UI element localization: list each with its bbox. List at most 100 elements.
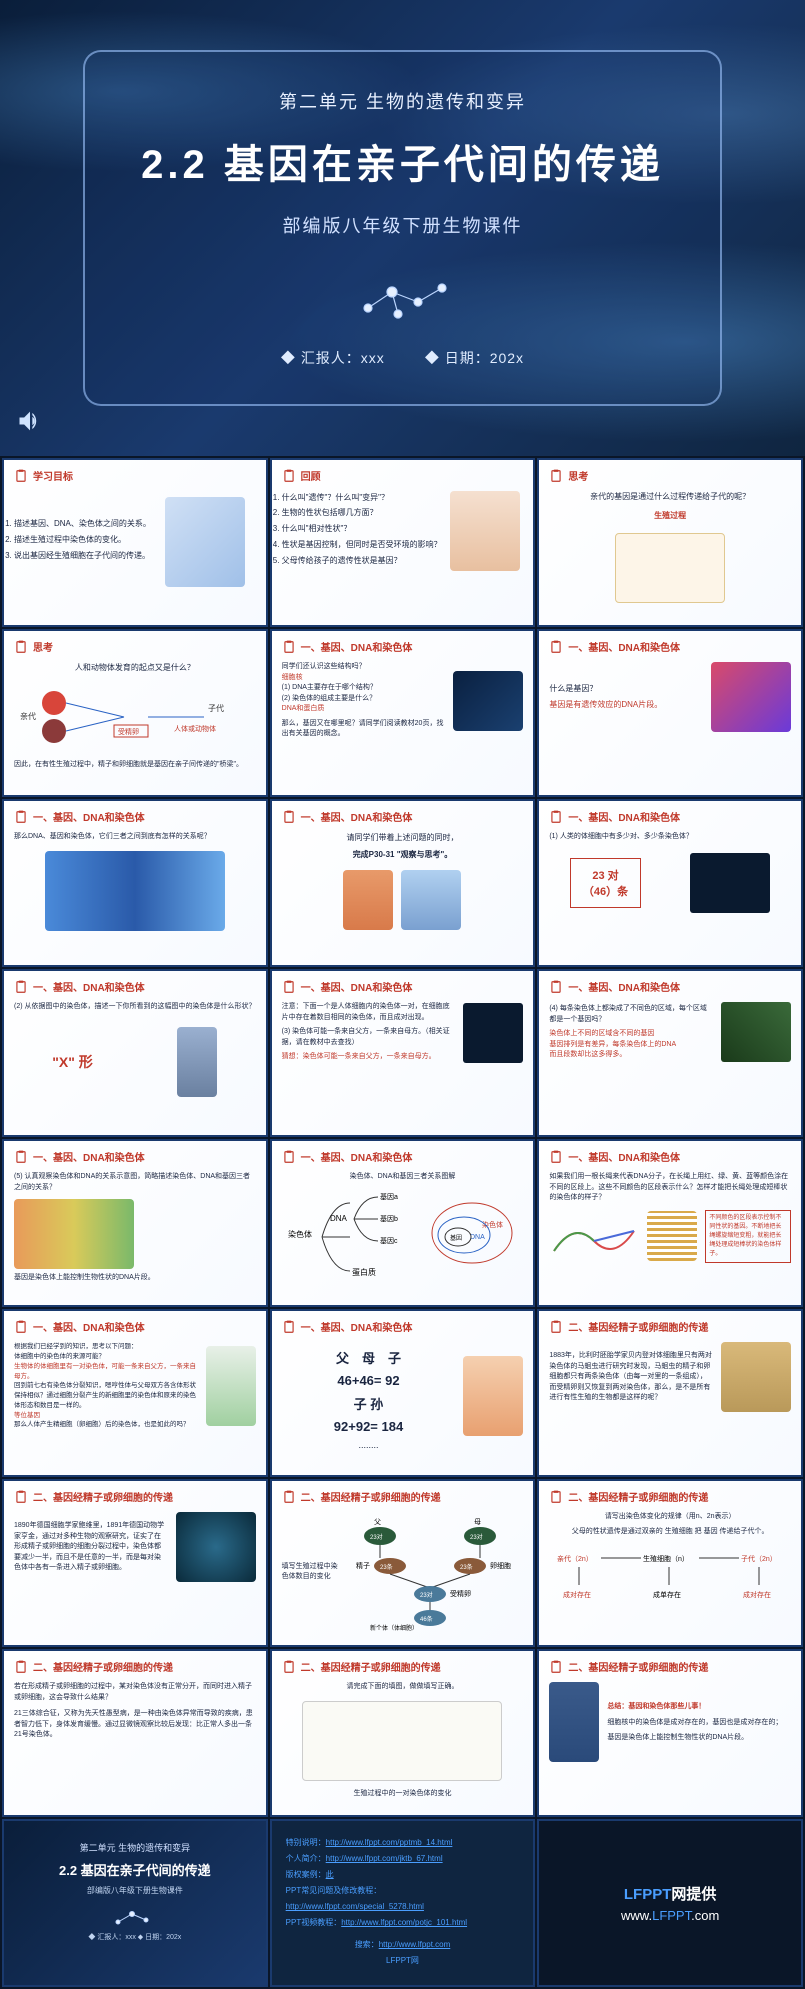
clipboard-icon bbox=[14, 1320, 28, 1334]
clipboard-icon bbox=[549, 980, 563, 994]
guess: 猜想：染色体可能一条来自父方，一条来自母方。 bbox=[282, 1052, 456, 1063]
chromosome-flow-diagram: 父23对 母23对 精子23条 23条卵细胞 23对受精卵 46条 新个体（体细… bbox=[350, 1512, 520, 1632]
question: (2) 从依据图中的染色体，描述一下你所看到的这幅图中的染色体是什么形状？ bbox=[14, 1002, 256, 1013]
task: 填写生殖过程中染色体数目的变化 bbox=[282, 1562, 342, 1583]
answer: 基因是染色体上能控制生物性状的DNA片段。 bbox=[14, 1273, 256, 1284]
link[interactable]: http://www.lfppt.com/pptmb_14.html bbox=[326, 1838, 453, 1847]
svg-text:成单存在: 成单存在 bbox=[653, 1590, 681, 1599]
slide-title: 一、基因、DNA和染色体 bbox=[568, 639, 680, 654]
clipboard-icon bbox=[282, 1660, 296, 1674]
clipboard-icon bbox=[282, 810, 296, 824]
review-list: 什么叫"遗传"？什么叫"变异"？ 生物的性状包括哪几方面？ 什么叫"相对性状"？… bbox=[282, 492, 442, 571]
slide-13: 一、基因、DNA和染色体 (5) 认真观察染色体和DNA的关系示意图，简略描述染… bbox=[2, 1139, 268, 1307]
svg-text:基因c: 基因c bbox=[380, 1236, 398, 1245]
slide-4: 思考 人和动物体发育的起点又是什么？ 亲代 受精卵 子代 人体或动物体 因此，在… bbox=[2, 629, 268, 797]
question: (4) 每条染色体上都染成了不同色的区域，每个区域都是一个基因吗？ bbox=[549, 1004, 713, 1025]
brand: LFPPT bbox=[624, 1886, 672, 1903]
x-chromosome-image bbox=[177, 1027, 217, 1097]
text1: 若在形成精子或卵细胞的过程中，某对染色体没有正常分开，而同时进入精子或卵细胞，这… bbox=[14, 1682, 256, 1703]
link[interactable]: http://www.lfppt.com/special_5278.html bbox=[286, 1902, 424, 1911]
scientist-illustration bbox=[206, 1346, 256, 1426]
i1: 基因是染色体上能控制生物性状的DNA片段。 bbox=[607, 1733, 791, 1744]
slide-8: 一、基因、DNA和染色体 请同学们带着上述问题的同时， 完成P30-31 "观察… bbox=[270, 799, 536, 967]
svg-text:父: 父 bbox=[374, 1518, 381, 1526]
clipboard-icon bbox=[14, 640, 28, 654]
clipboard-icon bbox=[282, 1150, 296, 1164]
svg-text:精子: 精子 bbox=[356, 1561, 370, 1570]
sound-icon bbox=[16, 407, 44, 440]
link[interactable]: http://www.lfppt.com/jktb_67.html bbox=[326, 1854, 443, 1863]
slide-21: 二、基因经精子或卵细胞的传递 请写出染色体变化的规律（用n、2n表示） 父母的性… bbox=[537, 1479, 803, 1647]
a3: DNA和蛋白质 bbox=[282, 704, 446, 715]
slide-10: 一、基因、DNA和染色体 (2) 从依据图中的染色体，描述一下你所看到的这幅图中… bbox=[2, 969, 268, 1137]
cover-slide: 第二单元 生物的遗传和变异 2.2 基因在亲子代间的传递 部编版八年级下册生物课… bbox=[0, 0, 805, 456]
answer: 基因是有遗传效应的DNA片段。 bbox=[549, 699, 703, 712]
dna-helix-image bbox=[711, 662, 791, 732]
karyotype-image bbox=[690, 853, 770, 913]
chromosome-dna-diagram bbox=[14, 1199, 134, 1269]
text: 父母的性状遗传是通过双亲的 生殖细胞 把 基因 传递给子代个。 bbox=[549, 1527, 791, 1538]
microscope-icon bbox=[165, 497, 245, 587]
i2: 回到前七右有染色体分裂知识，嗯哼性体与父母双方各含体形状保持相似？通过细胞分裂产… bbox=[14, 1381, 198, 1410]
slide-15: 一、基因、DNA和染色体 如果我们用一根长绳来代表DNA分子，在长绳上用红、绿、… bbox=[537, 1139, 803, 1307]
clipboard-icon bbox=[282, 469, 296, 483]
link[interactable]: 此 bbox=[326, 1870, 334, 1879]
coiled-diagram bbox=[647, 1211, 697, 1261]
link[interactable]: http://www.lfppt.com/potjc_101.html bbox=[341, 1918, 467, 1927]
list-item: 描述生殖过程中染色体的变化。 bbox=[14, 534, 151, 547]
a1: 细胞核 bbox=[282, 673, 446, 684]
svg-text:卵细胞: 卵细胞 bbox=[490, 1561, 511, 1570]
link[interactable]: http://www.lfppt.com bbox=[379, 1940, 451, 1949]
svg-text:23条: 23条 bbox=[380, 1563, 393, 1571]
slide-title: 二、基因经精子或卵细胞的传递 bbox=[33, 1489, 173, 1504]
slide-16: 一、基因、DNA和染色体 根据我们已经学到的知识，思考以下问题： 体细胞中的染色… bbox=[2, 1309, 268, 1477]
cells-dark-image bbox=[176, 1512, 256, 1582]
link-label: 搜索： bbox=[355, 1940, 379, 1949]
slide-14: 一、基因、DNA和染色体 染色体、DNA和基因三者关系图解 染色体 DNA 基因… bbox=[270, 1139, 536, 1307]
text: 根据我们已经学到的知识，思考以下问题： bbox=[14, 1342, 198, 1352]
cover-unit: 第二单元 生物的遗传和变异 bbox=[141, 88, 664, 114]
slide-20: 二、基因经精子或卵细胞的传递 填写生殖过程中染色体数目的变化 父23对 母23对… bbox=[270, 1479, 536, 1647]
slide-6: 一、基因、DNA和染色体 什么是基因？ 基因是有遗传效应的DNA片段。 bbox=[537, 629, 803, 797]
svg-text:染色体: 染色体 bbox=[288, 1229, 312, 1239]
list-item: 父母传给孩子的遗传性状是基因？ bbox=[282, 555, 442, 568]
svg-text:受精卵: 受精卵 bbox=[118, 727, 139, 736]
clipboard-icon bbox=[549, 1660, 563, 1674]
slide-title: 一、基因、DNA和染色体 bbox=[301, 1319, 413, 1334]
colored-karyotype bbox=[721, 1002, 791, 1062]
svg-text:新个体（体细胞）: 新个体（体细胞） bbox=[370, 1624, 418, 1632]
svg-text:蛋白质: 蛋白质 bbox=[352, 1267, 376, 1277]
svg-text:受精卵: 受精卵 bbox=[450, 1589, 471, 1598]
thinking-girl-illustration bbox=[463, 1356, 523, 1436]
item2: 而且段数却比这多得多。 bbox=[549, 1050, 713, 1061]
svg-text:DNA: DNA bbox=[330, 1214, 348, 1223]
slide-5: 一、基因、DNA和染色体 同学们还认识这些结构吗？ 细胞核 (1) DNA主要存… bbox=[270, 629, 536, 797]
slide-2: 回顾 什么叫"遗传"？什么叫"变异"？ 生物的性状包括哪几方面？ 什么叫"相对性… bbox=[270, 458, 536, 627]
svg-text:亲代（2n）: 亲代（2n） bbox=[557, 1554, 593, 1563]
slide-title: 一、基因、DNA和染色体 bbox=[33, 1149, 145, 1164]
slide-12: 一、基因、DNA和染色体 (4) 每条染色体上都染成了不同色的区域，每个区域都是… bbox=[537, 969, 803, 1137]
slide-grid: 学习目标 描述基因、DNA、染色体之间的关系。 描述生殖过程中染色体的变化。 说… bbox=[0, 456, 805, 1989]
link-label: PPT视频教程： bbox=[286, 1918, 342, 1927]
svg-text:基因b: 基因b bbox=[380, 1214, 398, 1223]
question: 人和动物体发育的起点又是什么？ bbox=[14, 662, 256, 675]
slide-title: 二、基因经精子或卵细胞的传递 bbox=[301, 1489, 441, 1504]
link-label: 版权案例： bbox=[286, 1870, 326, 1879]
task: 完成P30-31 "观察与思考"。 bbox=[282, 849, 524, 862]
note: 因此，在有性生殖过程中，精子和卵细胞就是基因在亲子间传递的"桥梁"。 bbox=[14, 760, 256, 771]
slide-title: 思考 bbox=[568, 468, 588, 483]
svg-text:23对: 23对 bbox=[470, 1533, 483, 1541]
question: 亲代的基因是通过什么过程传递给子代的呢？ bbox=[549, 491, 791, 504]
slide-title: 一、基因、DNA和染色体 bbox=[568, 809, 680, 824]
cover-card: 第二单元 生物的遗传和变异 2.2 基因在亲子代间的传递 部编版八年级下册生物课… bbox=[83, 50, 722, 406]
svg-text:母: 母 bbox=[474, 1518, 481, 1526]
clipboard-icon bbox=[549, 810, 563, 824]
svg-text:子代（2n）: 子代（2n） bbox=[741, 1554, 777, 1563]
cover-title: 2.2 基因在亲子代间的传递 bbox=[141, 132, 664, 190]
text: 请同学们带着上述问题的同时， bbox=[282, 832, 524, 845]
svg-text:46条: 46条 bbox=[420, 1615, 433, 1623]
i1: 生物体的体细胞里有一对染色体，可能一条来自父方，一条来自母方。 bbox=[14, 1362, 198, 1382]
red1: 等位基因 bbox=[14, 1411, 198, 1421]
watermark-url: www.LFPPT.com bbox=[621, 1908, 719, 1923]
students-illustration bbox=[450, 491, 520, 571]
